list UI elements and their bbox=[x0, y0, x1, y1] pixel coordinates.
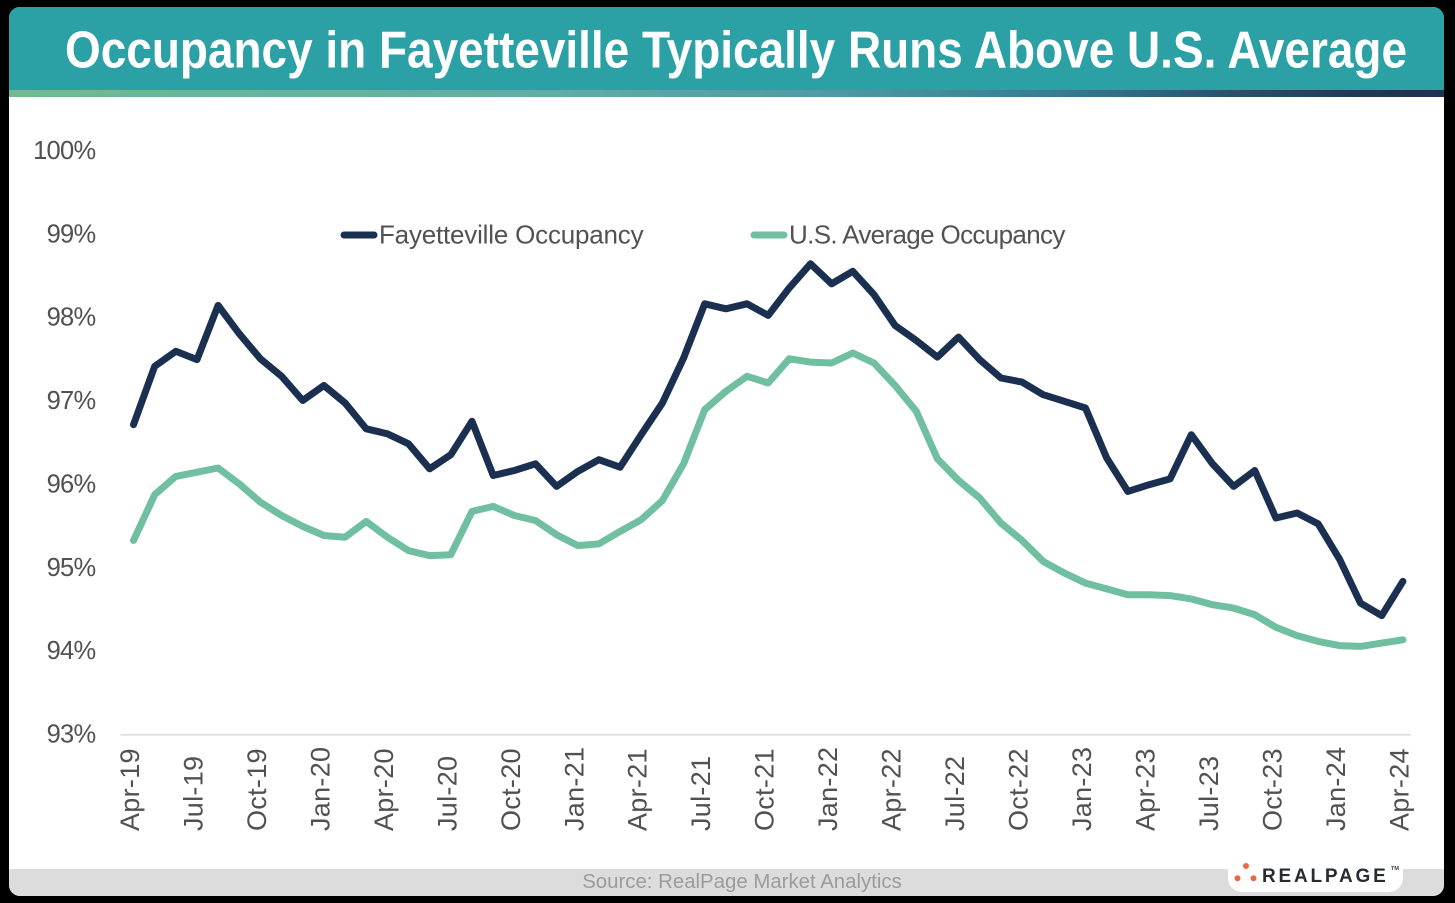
svg-text:Oct-19: Oct-19 bbox=[242, 748, 272, 831]
svg-text:Jan-21: Jan-21 bbox=[559, 747, 589, 831]
svg-text:Oct-21: Oct-21 bbox=[750, 748, 780, 831]
svg-text:Jan-20: Jan-20 bbox=[305, 747, 335, 831]
svg-text:99%: 99% bbox=[47, 220, 96, 248]
svg-text:Occupancy in Fayetteville Typi: Occupancy in Fayetteville Typically Runs… bbox=[65, 22, 1407, 80]
svg-text:Jan-24: Jan-24 bbox=[1321, 747, 1351, 831]
svg-text:95%: 95% bbox=[47, 554, 96, 582]
svg-text:Apr-23: Apr-23 bbox=[1131, 748, 1161, 831]
svg-text:Oct-23: Oct-23 bbox=[1257, 748, 1287, 831]
svg-text:Jul-21: Jul-21 bbox=[686, 756, 716, 831]
svg-text:96%: 96% bbox=[47, 471, 96, 499]
svg-text:Jul-23: Jul-23 bbox=[1194, 756, 1224, 831]
svg-text:Jul-22: Jul-22 bbox=[940, 756, 970, 831]
svg-text:Oct-22: Oct-22 bbox=[1004, 748, 1034, 831]
svg-text:93%: 93% bbox=[47, 721, 96, 749]
svg-text:94%: 94% bbox=[47, 637, 96, 665]
svg-text:Apr-19: Apr-19 bbox=[115, 748, 145, 831]
svg-text:U.S. Average Occupancy: U.S. Average Occupancy bbox=[789, 220, 1065, 250]
svg-text:97%: 97% bbox=[47, 387, 96, 415]
svg-text:100%: 100% bbox=[33, 137, 95, 165]
svg-text:Apr-24: Apr-24 bbox=[1384, 748, 1414, 831]
svg-text:Fayetteville Occupancy: Fayetteville Occupancy bbox=[379, 220, 644, 250]
svg-text:REALPAGE: REALPAGE bbox=[1262, 866, 1389, 887]
svg-text:Jan-23: Jan-23 bbox=[1067, 747, 1097, 831]
svg-text:Oct-20: Oct-20 bbox=[496, 748, 526, 831]
svg-text:Jul-19: Jul-19 bbox=[179, 756, 209, 831]
svg-text:Jan-22: Jan-22 bbox=[813, 747, 843, 831]
svg-text:Apr-20: Apr-20 bbox=[369, 748, 399, 831]
svg-text:TM: TM bbox=[1391, 866, 1399, 872]
svg-text:Apr-21: Apr-21 bbox=[623, 748, 653, 831]
svg-text:Jul-20: Jul-20 bbox=[432, 756, 462, 831]
svg-text:98%: 98% bbox=[47, 304, 96, 332]
svg-text:Apr-22: Apr-22 bbox=[877, 748, 907, 831]
